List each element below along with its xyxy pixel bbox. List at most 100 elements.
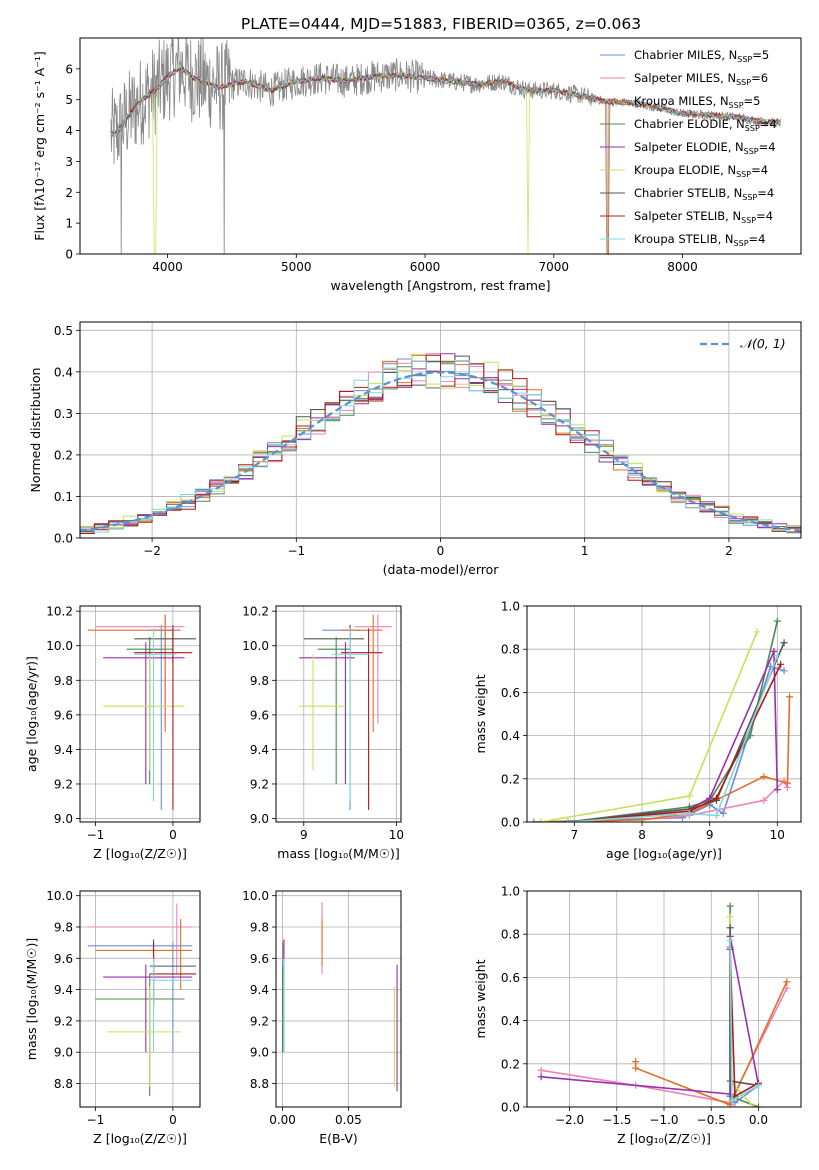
legend-subscript: SSP <box>741 216 756 225</box>
plot-area <box>80 353 801 534</box>
legend-count: =4 <box>749 232 766 246</box>
y-tick-label: 6 <box>65 62 73 76</box>
legend-subscript: SSP <box>745 124 760 133</box>
y-tick-label: 5 <box>65 93 73 107</box>
x-tick-label: 5000 <box>281 260 312 274</box>
mass-vs-extinction-panel: 0.00 0.05 8.8 9.0 9.2 9.4 9.6 9.8 10.0 E(B-V) <box>242 889 402 1146</box>
x-tick-label: 0 <box>169 1113 177 1127</box>
legend-subscript: SSP <box>744 147 759 156</box>
spectrum-panel: 4000 5000 6000 7000 8000 0 1 2 3 4 5 6 wavelength [A… <box>32 37 802 293</box>
y-tick-label: 10.0 <box>242 889 269 903</box>
plus-marker <box>770 647 778 655</box>
y-tick-label: 0.0 <box>501 816 520 830</box>
x-tick-label: 7000 <box>539 260 570 274</box>
x-axis-label: age [log₁₀(age/yr)] <box>606 846 722 861</box>
y-tick-label: 0.4 <box>54 365 73 379</box>
legend-entry: Salpeter ELODIE, NSSP=4 <box>634 140 776 156</box>
plus-marker <box>537 818 545 822</box>
axes-frame <box>79 37 802 255</box>
plus-marker <box>753 628 761 636</box>
mass-weight-line <box>533 665 785 822</box>
y-tick-label: 9.0 <box>250 812 269 826</box>
y-tick-label: 9.2 <box>250 1014 269 1028</box>
x-tick-label: 4000 <box>152 260 183 274</box>
plus-marker <box>712 794 720 802</box>
legend-count: =4 <box>751 163 768 177</box>
y-tick-label: 8.8 <box>54 1077 73 1091</box>
plus-marker <box>726 924 734 932</box>
x-axis-label: (data-model)/error <box>383 562 500 577</box>
x-tick-label: 8 <box>638 828 646 842</box>
plus-marker <box>685 809 693 817</box>
x-tick-label: −1 <box>287 544 305 558</box>
y-tick-label: 9.4 <box>250 743 269 757</box>
plus-marker <box>746 732 754 740</box>
legend-subscript: SSP <box>734 239 749 248</box>
y-tick-label: 0.2 <box>54 448 73 462</box>
y-axis-label: Flux [fλ10⁻¹⁷ erg cm⁻² s⁻¹ A⁻¹] <box>32 51 47 240</box>
x-axis-label: Z [log₁₀(Z/Z☉)] <box>617 1131 711 1146</box>
plot-area <box>110 38 781 254</box>
plus-marker <box>530 818 538 822</box>
y-tick-label: 0.6 <box>501 686 520 700</box>
y-tick-label: 9.8 <box>54 921 73 935</box>
y-tick-label: 10.2 <box>242 605 269 619</box>
mass-weight-vs-age-panel: 7 8 9 10 0.0 0.2 0.4 0.6 0.8 1.0 age [log₁₀(age/yr… <box>473 600 802 861</box>
plus-marker <box>564 818 572 822</box>
figure-title: PLATE=0444, MJD=51883, FIBERID=0365, z=0… <box>241 15 641 33</box>
y-tick-label: 9.8 <box>250 921 269 935</box>
y-axis-label: mass weight <box>473 674 488 753</box>
y-tick-label: 8.8 <box>250 1077 269 1091</box>
plus-marker <box>719 809 727 817</box>
x-tick-label: −1.5 <box>602 1113 631 1127</box>
y-tick-label: 0.8 <box>501 928 520 942</box>
x-tick-label: 8000 <box>667 260 698 274</box>
x-tick-label: 0.0 <box>749 1113 768 1127</box>
legend-entry: Kroupa MILES, NSSP=5 <box>634 94 760 110</box>
y-tick-label: 1.0 <box>501 885 520 899</box>
y-tick-label: 9.6 <box>250 708 269 722</box>
x-tick-label: 0.00 <box>269 1113 296 1127</box>
plus-marker <box>726 913 734 921</box>
x-axis-label: wavelength [Angstrom, rest frame] <box>330 278 550 293</box>
histogram-step-line <box>80 360 801 534</box>
y-tick-label: 1 <box>65 217 73 231</box>
x-tick-label: 9 <box>706 828 714 842</box>
plus-marker <box>754 1081 762 1089</box>
legend-count: =6 <box>751 71 768 85</box>
legend-entry: Chabrier MILES, NSSP=5 <box>634 48 769 64</box>
y-tick-label: 9.0 <box>250 1046 269 1060</box>
legend-entry: Kroupa STELIB, NSSP=4 <box>634 232 765 248</box>
plus-marker <box>780 667 788 675</box>
y-tick-label: 10.0 <box>242 639 269 653</box>
plus-marker <box>750 1103 758 1107</box>
legend-subscript: SSP <box>736 78 751 87</box>
legend-subscript: SSP <box>742 193 757 202</box>
legend-entry: Kroupa ELODIE, NSSP=4 <box>634 163 768 179</box>
y-tick-label: 10.2 <box>46 605 73 619</box>
legend-count: =4 <box>756 209 773 223</box>
mass-weight-line <box>541 987 788 1104</box>
y-tick-label: 9.2 <box>250 777 269 791</box>
plot-area <box>530 617 793 822</box>
y-tick-label: 0.6 <box>501 971 520 985</box>
y-tick-label: 9.2 <box>54 777 73 791</box>
y-tick-label: 0.2 <box>501 772 520 786</box>
legend-count: =5 <box>752 48 769 62</box>
plot-area <box>87 903 197 1097</box>
y-tick-label: 9.4 <box>54 983 73 997</box>
legend-count: =4 <box>760 117 777 131</box>
plus-marker <box>537 1066 545 1074</box>
plus-marker <box>773 652 781 660</box>
x-tick-label: 0 <box>437 544 445 558</box>
legend-entry: Chabrier STELIB, NSSP=4 <box>634 186 774 202</box>
y-tick-label: 9.0 <box>54 812 73 826</box>
axes-frame <box>79 605 201 823</box>
x-tick-label: −0.5 <box>697 1113 726 1127</box>
y-tick-label: 9.6 <box>54 952 73 966</box>
plus-marker <box>785 693 793 701</box>
plus-marker <box>773 786 781 794</box>
y-axis-label: mass weight <box>473 959 488 1038</box>
y-tick-label: 0.8 <box>501 643 520 657</box>
y-tick-label: 0.3 <box>54 407 73 421</box>
